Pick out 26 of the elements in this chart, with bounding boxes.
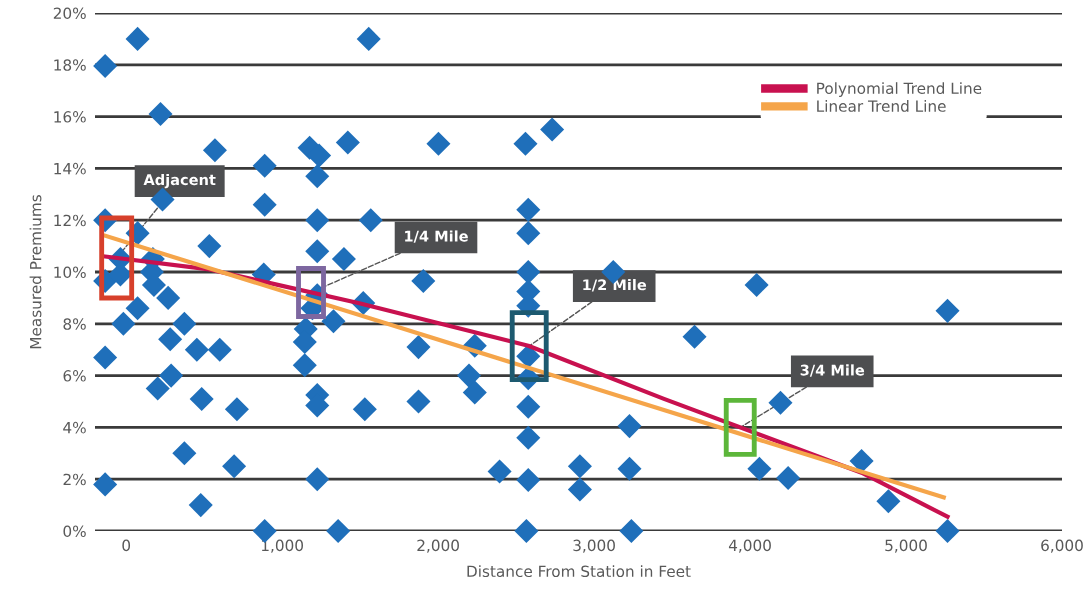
x-tick-label: 0 xyxy=(122,539,131,552)
y-tick-label: 8% xyxy=(63,318,86,330)
legend-label: Linear Trend Line xyxy=(817,100,946,112)
y-tick-label: 20% xyxy=(53,7,86,20)
y-tick-label: 6% xyxy=(63,370,86,382)
x-tick-label: 4,000 xyxy=(728,539,771,553)
x-tick-label: 2,000 xyxy=(417,539,459,553)
y-tick-label: 12% xyxy=(54,214,86,227)
y-tick-label: 2% xyxy=(63,473,86,486)
x-tick-label: 3,000 xyxy=(573,539,615,553)
y-tick-label: 14% xyxy=(54,162,86,175)
y-axis-title: Measured Premiums xyxy=(29,195,42,349)
annotation: Adjacent xyxy=(143,173,216,189)
y-tick-label: 4% xyxy=(63,421,86,434)
x-tick-label: 6,000 xyxy=(1041,539,1083,553)
annotation: 1/2 Mile xyxy=(583,279,647,292)
y-tick-label: 18% xyxy=(54,59,86,71)
x-tick-label: 1,000 xyxy=(261,539,304,553)
y-tick-label: 0% xyxy=(63,525,86,538)
y-tick-label: 16% xyxy=(54,111,86,123)
annotation: 1/4 Mile xyxy=(405,230,468,243)
legend-label: Polynomial Trend Line xyxy=(817,82,982,97)
x-axis-title: Distance From Station in Feet xyxy=(467,565,691,578)
y-tick-label: 10% xyxy=(54,266,86,279)
x-tick-label: 5,000 xyxy=(885,539,927,553)
annotation: 3/4 Mile xyxy=(800,364,865,377)
